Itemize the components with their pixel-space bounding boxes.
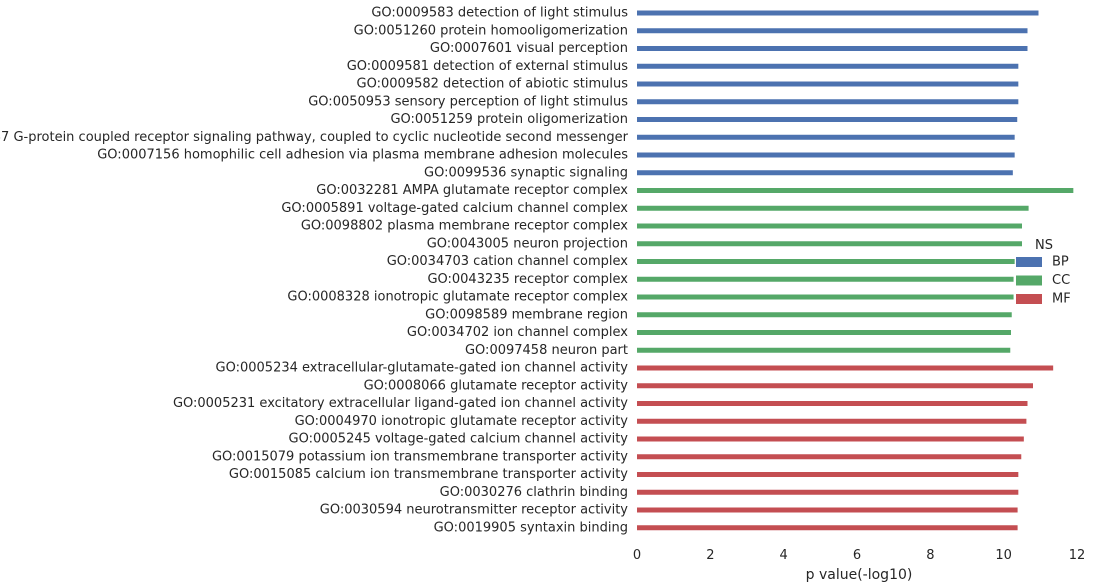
category-label: GO:0098589 membrane region (425, 307, 628, 322)
category-label: GO:0051259 protein oligomerization (390, 112, 628, 127)
category-label: GO:0097458 neuron part (465, 343, 628, 358)
bar-cc-11 (637, 188, 1074, 193)
bar-mf-21 (637, 365, 1054, 371)
category-label: GO:0005245 voltage-gated calcium channel… (289, 432, 629, 447)
category-label: GO:0015085 calcium ion transmembrane tra… (229, 467, 628, 482)
category-label: GO:0015079 potassium ion transmembrane t… (212, 449, 628, 464)
legend-title: NS (1035, 238, 1053, 253)
legend-swatch-mf (1016, 294, 1042, 304)
category-label: GO:0032281 AMPA glutamate receptor compl… (316, 183, 628, 198)
category-label: GO:0043235 receptor complex (427, 272, 628, 287)
bar-cc-20 (637, 347, 1011, 353)
category-labels: GO:0009583 detection of light stimulus GO… (0, 6, 629, 536)
bar-bp-2 (637, 28, 1028, 34)
category-label: GO:0051260 protein homooligomerization (354, 23, 628, 38)
category-label: GO:0005234 extracellular-glutamate-gated… (216, 361, 629, 376)
bar-mf-28 (637, 489, 1019, 495)
legend-label-cc: CC (1052, 273, 1070, 288)
legend-label-mf: MF (1052, 292, 1071, 307)
legend-label-bp: BP (1052, 255, 1069, 270)
bar-bp-1 (637, 10, 1039, 16)
bar-cc-19 (637, 330, 1011, 335)
category-label: GO:0034702 ion channel complex (407, 325, 628, 340)
category-label: GO:0008066 glutamate receptor activity (364, 378, 629, 393)
category-label: GO:0007601 visual perception (430, 41, 628, 56)
category-label: GO:0007156 homophilic cell adhesion via … (97, 148, 628, 163)
bar-bp-6 (637, 99, 1019, 105)
category-label: GO:0030276 clathrin binding (440, 485, 628, 500)
x-tick-label: 4 (780, 548, 788, 563)
legend: NS BP CC MF (1016, 238, 1071, 307)
category-label: GO:0009583 detection of light stimulus (371, 6, 628, 21)
bar-cc-16 (637, 276, 1014, 282)
x-tick-label: 6 (853, 548, 861, 563)
category-label: GO:0005891 voltage-gated calcium channel… (281, 201, 628, 216)
bar-bp-4 (637, 63, 1019, 69)
bar-bp-8 (637, 134, 1015, 140)
bar-bp-10 (637, 170, 1013, 176)
bar-mf-26 (637, 454, 1022, 460)
category-label: GO:0007187 G-protein coupled receptor si… (0, 130, 629, 145)
bar-mf-23 (637, 401, 1028, 406)
category-label: GO:0019905 syntaxin binding (434, 520, 628, 535)
bar-bp-9 (637, 152, 1015, 158)
bar-cc-18 (637, 312, 1012, 318)
category-label: GO:0005231 excitatory extracellular liga… (173, 396, 628, 411)
bar-mf-22 (637, 383, 1033, 389)
legend-swatch-cc (1016, 275, 1042, 286)
bar-bp-3 (637, 46, 1028, 51)
x-tick-label: 12 (1069, 548, 1086, 563)
bar-mf-30 (637, 525, 1018, 531)
category-label: GO:0050953 sensory perception of light s… (308, 94, 628, 109)
x-axis-ticks: 0 2 4 6 8 10 12 (633, 548, 1085, 563)
bars-layer (637, 10, 1074, 531)
x-tick-label: 2 (706, 548, 714, 563)
bar-mf-24 (637, 418, 1027, 424)
category-label: GO:0004970 ionotropic glutamate receptor… (295, 414, 629, 429)
bar-mf-29 (637, 507, 1018, 513)
category-label: GO:0008328 ionotropic glutamate receptor… (287, 290, 628, 305)
bar-bp-7 (637, 117, 1018, 122)
bar-cc-13 (637, 223, 1022, 229)
bar-mf-27 (637, 472, 1019, 477)
bar-cc-14 (637, 241, 1022, 247)
bar-cc-17 (637, 294, 1014, 300)
category-label: GO:0030594 neurotransmitter receptor act… (320, 503, 629, 518)
legend-swatch-bp (1016, 257, 1042, 267)
category-label: GO:0043005 neuron projection (427, 236, 628, 251)
category-label: GO:0009582 detection of abiotic stimulus (357, 77, 629, 92)
category-label: GO:0009581 detection of external stimulu… (347, 59, 629, 74)
category-label: GO:0098802 plasma membrane receptor comp… (301, 219, 628, 234)
bar-cc-12 (637, 205, 1029, 211)
category-label: GO:0099536 synaptic signaling (424, 165, 628, 180)
x-tick-label: 8 (926, 548, 934, 563)
x-tick-label: 0 (633, 548, 641, 563)
x-axis-title: p value(-log10) (806, 567, 913, 583)
bar-mf-25 (637, 436, 1024, 442)
bar-bp-5 (637, 81, 1019, 87)
category-label: GO:0034703 cation channel complex (387, 254, 629, 269)
x-tick-label: 10 (995, 548, 1012, 563)
bar-cc-15 (637, 259, 1015, 264)
